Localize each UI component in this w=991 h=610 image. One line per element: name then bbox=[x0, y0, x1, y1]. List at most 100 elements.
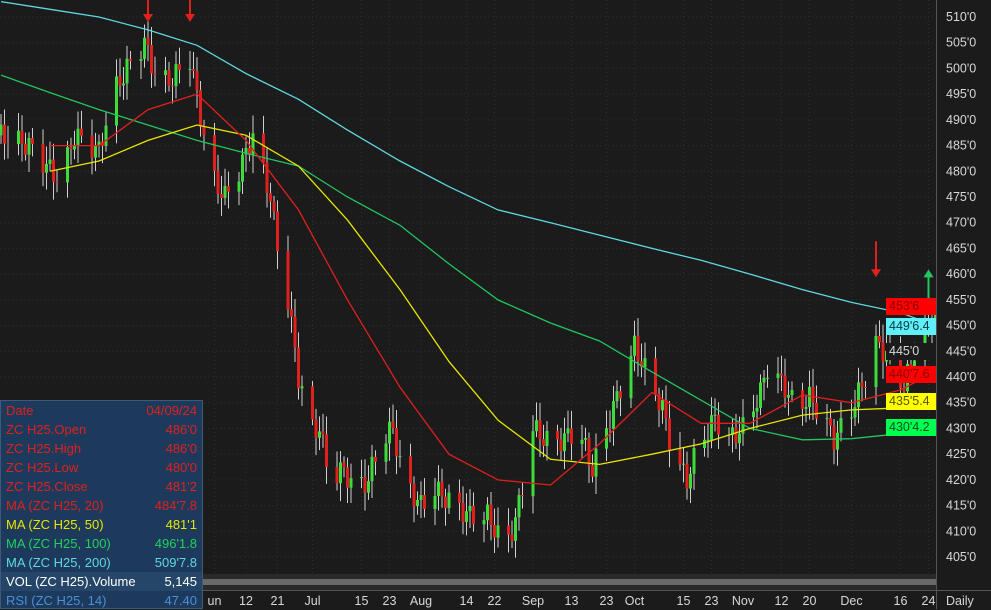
candle bbox=[570, 410, 573, 461]
candle bbox=[251, 115, 255, 174]
candle-body bbox=[825, 418, 829, 420]
y-tick-label: 425'0 bbox=[946, 447, 976, 461]
candle-body bbox=[556, 430, 559, 440]
candle-body bbox=[384, 443, 388, 462]
candle bbox=[178, 47, 181, 84]
candle-body bbox=[605, 428, 608, 449]
candle bbox=[433, 478, 437, 526]
candle-body bbox=[741, 417, 745, 434]
candle-body bbox=[192, 69, 195, 72]
candle-body bbox=[874, 335, 878, 388]
candle-body bbox=[734, 427, 738, 444]
candle-body bbox=[510, 534, 514, 541]
candle bbox=[493, 508, 496, 553]
candle-body bbox=[836, 432, 839, 450]
candle bbox=[94, 132, 97, 172]
candle bbox=[657, 387, 661, 428]
candle bbox=[122, 66, 125, 100]
row-value: 480'0 bbox=[165, 460, 197, 475]
candle-body bbox=[685, 463, 689, 489]
candle bbox=[591, 454, 594, 483]
row-label: ZC H25.High bbox=[6, 441, 82, 456]
candle-body bbox=[563, 433, 566, 452]
y-tick-label: 415'0 bbox=[946, 499, 976, 513]
candle bbox=[633, 320, 636, 372]
candle-body bbox=[829, 418, 832, 426]
arrow-up-head bbox=[923, 269, 934, 278]
candle bbox=[24, 132, 27, 161]
candle bbox=[741, 399, 745, 446]
candle-body bbox=[468, 506, 472, 512]
candle bbox=[860, 372, 864, 402]
ma-line bbox=[49, 124, 936, 466]
candle bbox=[766, 364, 769, 388]
x-tick-label: Jul bbox=[305, 594, 321, 608]
candle-body bbox=[97, 141, 101, 146]
candle-body bbox=[717, 414, 720, 435]
row-label: MA (ZC H25, 50) bbox=[6, 517, 104, 532]
data-window-row: ZC H25.Low 480'0 bbox=[1, 458, 202, 477]
y-tick-label: 475'0 bbox=[946, 190, 976, 204]
candle-body bbox=[241, 154, 244, 182]
price-badge: 430'4.2 bbox=[886, 419, 936, 437]
candle bbox=[640, 343, 643, 378]
candle bbox=[118, 58, 122, 97]
candle bbox=[531, 415, 535, 514]
candle-body bbox=[213, 135, 216, 171]
row-label: Date bbox=[6, 403, 34, 418]
candle-body bbox=[521, 494, 524, 497]
candle-body bbox=[447, 492, 451, 509]
candle-body bbox=[27, 137, 31, 155]
period-label[interactable]: Daily bbox=[946, 594, 975, 608]
candle bbox=[129, 50, 132, 70]
candle-body bbox=[370, 456, 374, 482]
time-axis[interactable]: un 12 21 Jul 15 23 Aug 14 22 Sep 13 23 Oct 15 23 Nov 12 2… bbox=[208, 594, 936, 608]
candle-body bbox=[374, 456, 377, 462]
candle-body bbox=[860, 382, 864, 387]
candle-body bbox=[496, 525, 500, 538]
candle bbox=[17, 113, 20, 156]
x-tick-label: un bbox=[208, 594, 222, 608]
candle bbox=[808, 370, 811, 420]
candle bbox=[419, 481, 423, 519]
candle bbox=[507, 508, 510, 553]
candle-body bbox=[73, 144, 76, 150]
candle bbox=[300, 375, 304, 407]
candle bbox=[374, 450, 377, 476]
candle bbox=[542, 424, 545, 458]
candle-body bbox=[349, 478, 353, 488]
candle bbox=[220, 175, 223, 216]
candle bbox=[461, 486, 465, 535]
row-value: 486'0 bbox=[165, 422, 197, 437]
x-tick-label: 13 bbox=[565, 594, 579, 608]
candle bbox=[398, 439, 402, 468]
candle-body bbox=[559, 439, 563, 452]
price-badge: 440'7.6 bbox=[886, 365, 936, 383]
candle-body bbox=[339, 462, 342, 484]
candle-body bbox=[318, 431, 321, 438]
candle-body bbox=[678, 449, 682, 465]
candle bbox=[762, 369, 766, 401]
candle-body bbox=[493, 524, 496, 538]
candle-body bbox=[612, 401, 615, 429]
candle-body bbox=[545, 430, 549, 447]
volume-bar-strip bbox=[0, 579, 936, 585]
moving-averages bbox=[0, 0, 936, 486]
candle-body bbox=[759, 382, 762, 408]
candle bbox=[437, 465, 440, 511]
candle-body bbox=[388, 421, 391, 444]
candle-body bbox=[465, 511, 468, 522]
candle-body bbox=[104, 125, 108, 146]
candle-body bbox=[125, 58, 129, 84]
candle-body bbox=[321, 431, 325, 435]
x-tick-label: 23 bbox=[705, 594, 719, 608]
candle bbox=[20, 115, 24, 162]
candle-body bbox=[535, 420, 538, 432]
candle-body bbox=[566, 428, 570, 434]
row-label: RSI (ZC H25, 14) bbox=[6, 593, 107, 608]
price-axis[interactable]: 510'0 505'0 500'0 495'0 490'0 485'0 480'0 475'0… bbox=[946, 10, 976, 564]
candle bbox=[668, 401, 671, 468]
candle-body bbox=[153, 73, 157, 76]
candle bbox=[171, 78, 174, 104]
candle-body bbox=[668, 418, 671, 450]
